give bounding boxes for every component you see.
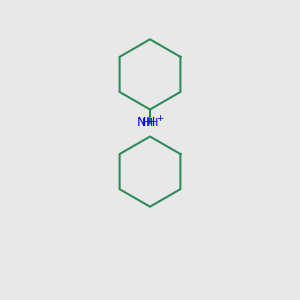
Text: H: H [150,118,158,128]
Text: $\mathregular{NH^+}$: $\mathregular{NH^+}$ [136,115,164,131]
Text: H: H [142,118,150,128]
